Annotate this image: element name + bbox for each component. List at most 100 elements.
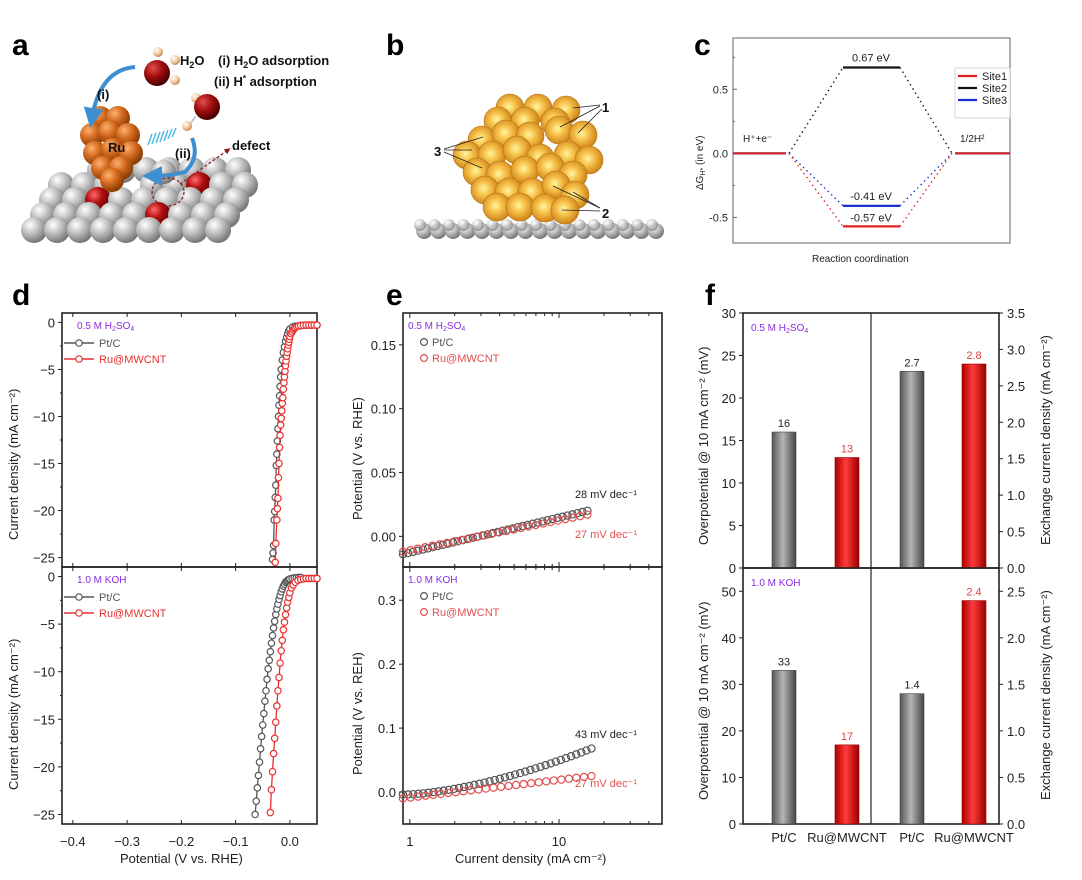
substrate-atom	[159, 217, 185, 243]
bar-overpotential-Ru@MWCNT	[834, 744, 860, 825]
value-label-site3: -0.41 eV	[850, 191, 892, 203]
data-point	[313, 574, 321, 583]
data-point	[583, 506, 592, 516]
data-point	[453, 537, 463, 546]
ytick-left-label: 15	[722, 434, 736, 449]
bar-value-label: 17	[841, 731, 853, 743]
substrate-atom	[602, 219, 615, 231]
data-point	[541, 760, 550, 770]
substrate-atom	[631, 219, 644, 231]
substrate-lattice	[21, 157, 258, 243]
data-point	[504, 781, 513, 791]
ytick-right-label: 3.5	[1007, 306, 1025, 321]
data-point	[313, 321, 321, 329]
ytick-right-label: 1.5	[1007, 677, 1025, 692]
ytick-right-label: 2.5	[1007, 584, 1025, 599]
data-point	[480, 778, 489, 787]
ytick-left-label: 50	[722, 584, 736, 599]
data-point	[276, 431, 284, 440]
ytick-right-label: 2.5	[1007, 379, 1025, 394]
data-point	[551, 757, 561, 766]
chart-e-bottom-frame	[402, 566, 663, 825]
bar-value-label: 2.4	[966, 587, 981, 599]
ytick-left-label: 0	[729, 817, 736, 832]
data-point	[495, 774, 504, 783]
data-point	[279, 393, 287, 402]
legend-label-Ru@MWCNT: Ru@MWCNT	[99, 608, 167, 620]
data-point	[275, 443, 284, 452]
data-point	[489, 783, 498, 792]
substrate-atom	[182, 217, 208, 243]
ytick-label: −5	[40, 362, 55, 377]
data-point	[483, 530, 492, 539]
chart-f-bottom-right-ylabel: Exchange current density (mA cm⁻²)	[1038, 590, 1053, 800]
displaced-atom	[152, 160, 176, 184]
data-point	[253, 784, 262, 792]
data-point	[587, 744, 596, 753]
substrate-atom	[414, 219, 426, 231]
bar-value-label: 2.7	[904, 357, 919, 369]
data-point	[577, 748, 586, 757]
legend-marker-Pt/C	[420, 338, 429, 347]
data-point	[488, 528, 497, 538]
data-point	[266, 808, 275, 817]
ytick-label: 0.05	[371, 466, 396, 481]
ytick-right-label: 3.0	[1007, 342, 1025, 357]
legend-label-Ru@MWCNT: Ru@MWCNT	[99, 354, 167, 366]
data-point	[261, 697, 269, 706]
chart-c-ylabel: ΔGH* (in eV)	[695, 136, 707, 190]
data-point	[513, 523, 522, 532]
defect-circle	[151, 177, 185, 207]
bar-overpotential-Pt/C	[771, 670, 797, 825]
substrate-atom	[646, 219, 658, 231]
chart-d-xlabel: Potential (V vs. RHE)	[120, 851, 243, 866]
data-point	[466, 786, 476, 795]
chart-f-top-left-ylabel: Overpotential @ 10 mA cm⁻² (mV)	[696, 347, 711, 546]
bar-value-label: 33	[778, 656, 790, 668]
legend-label-Pt/C: Pt/C	[99, 338, 120, 350]
data-point	[533, 518, 542, 527]
defect-label: defect	[232, 138, 271, 153]
data-point	[582, 746, 591, 755]
ytick-label: −25	[33, 551, 55, 566]
ru-atom	[80, 123, 104, 147]
connector-Site3	[899, 152, 953, 207]
bar-value-label: 2.8	[966, 350, 981, 362]
chart-e-top-ylabel: Potential (V vs. RHE)	[350, 397, 365, 520]
data-point	[503, 525, 512, 534]
condition-label: 1.0 M KOH	[77, 575, 126, 586]
data-point	[518, 521, 527, 531]
water-molecule-2	[182, 93, 220, 131]
connector-Site2	[788, 67, 844, 154]
substrate-atom	[113, 217, 139, 243]
data-point	[277, 407, 286, 415]
ytick-label: −10	[33, 665, 55, 680]
legend-label-Pt/C: Pt/C	[432, 337, 453, 349]
ytick-left-label: 20	[722, 724, 736, 739]
ytick-left-label: 30	[722, 306, 736, 321]
substrate-atom	[573, 219, 586, 231]
data-point	[273, 702, 281, 710]
panel-label-a: a	[12, 29, 29, 62]
data-point	[273, 450, 281, 458]
ytick-right-label: 0.5	[1007, 525, 1025, 540]
ytick-label: 0.2	[378, 657, 396, 672]
bar-exchange-current-Ru@MWCNT	[961, 363, 987, 569]
ytick-left-label: 10	[722, 770, 736, 785]
substrate-atom	[21, 217, 47, 243]
carbon-nanotube-substrate	[414, 219, 664, 239]
xtick-label: −0.4	[60, 834, 86, 849]
data-point	[542, 777, 551, 786]
legend-marker-Ru@MWCNT	[75, 609, 83, 617]
xtick-label: 10	[552, 834, 566, 849]
data-point	[267, 639, 276, 647]
slope-annotation: 28 mV dec⁻¹	[575, 489, 637, 501]
slope-annotation: 27 mV dec⁻¹	[575, 529, 637, 541]
step-i-label: (i) H2O adsorption	[218, 53, 329, 70]
data-point	[275, 459, 283, 468]
data-point	[262, 686, 270, 695]
ytick-right-label: 0.0	[1007, 561, 1025, 576]
data-point	[251, 810, 259, 819]
legend-marker-Pt/C	[420, 591, 429, 600]
legend-label-Ru@MWCNT: Ru@MWCNT	[432, 353, 500, 365]
